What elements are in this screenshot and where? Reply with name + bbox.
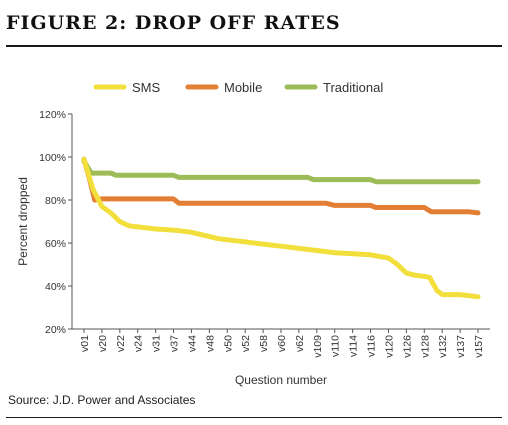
legend-label-traditional: Traditional (323, 80, 383, 95)
x-tick-label: v20 (97, 335, 109, 352)
x-tick-label: v110 (330, 335, 342, 357)
x-tick-label: v109 (312, 335, 324, 358)
x-tick-label: v116 (366, 335, 378, 357)
y-tick-label: 40% (45, 281, 66, 293)
y-tick-label: 120% (39, 109, 66, 121)
x-tick-label: v31 (151, 335, 163, 352)
axes: 20% 40% 60% 80% 100% 120% v01 v20 v22 v24 v31 v37 v4… (39, 109, 490, 358)
x-tick-label: v114 (348, 335, 360, 357)
x-tick-label: v128 (419, 335, 431, 358)
series-line-sms (81, 156, 481, 300)
x-tick-label: v44 (186, 335, 198, 352)
x-tick-label: v60 (276, 335, 288, 352)
x-tick-label: v58 (258, 335, 270, 352)
x-tick-label: v50 (222, 335, 234, 352)
x-tick-label: v22 (115, 335, 127, 352)
source-note: Source: J.D. Power and Associates (8, 393, 196, 407)
series-line-mobile (81, 156, 481, 216)
x-tick-label: v24 (133, 335, 145, 352)
legend-label-sms: SMS (132, 80, 161, 95)
x-tick-label: v37 (169, 335, 181, 352)
bottom-rule (6, 417, 502, 418)
x-tick-label: v52 (240, 335, 252, 352)
legend-label-mobile: Mobile (224, 80, 262, 95)
drop-off-rates-chart: SMS Mobile Traditional 20% 40% 60% 80% 100% 120… (16, 80, 490, 387)
x-tick-label: v157 (473, 335, 485, 358)
y-tick-label: 100% (39, 152, 66, 164)
legend: SMS Mobile Traditional (93, 80, 383, 95)
series-line-traditional (81, 158, 481, 185)
y-axis-label: Percent dropped (16, 177, 30, 266)
y-tick-label: 80% (45, 195, 66, 207)
x-tick-label: v137 (455, 335, 467, 358)
x-tick-label: v120 (383, 335, 395, 358)
y-tick-label: 20% (45, 324, 66, 336)
x-axis-label: Question number (235, 373, 327, 387)
y-tick-label: 60% (45, 238, 66, 250)
series-lines (81, 156, 481, 300)
x-tick-label: v126 (401, 335, 413, 358)
figure-title: FIGURE 2: DROP OFF RATES (6, 12, 341, 34)
x-tick-label: v48 (204, 335, 216, 352)
title-rule (6, 45, 502, 47)
x-tick-label: v132 (437, 335, 449, 358)
x-tick-label: v01 (79, 335, 91, 352)
x-tick-label: v62 (294, 335, 306, 352)
